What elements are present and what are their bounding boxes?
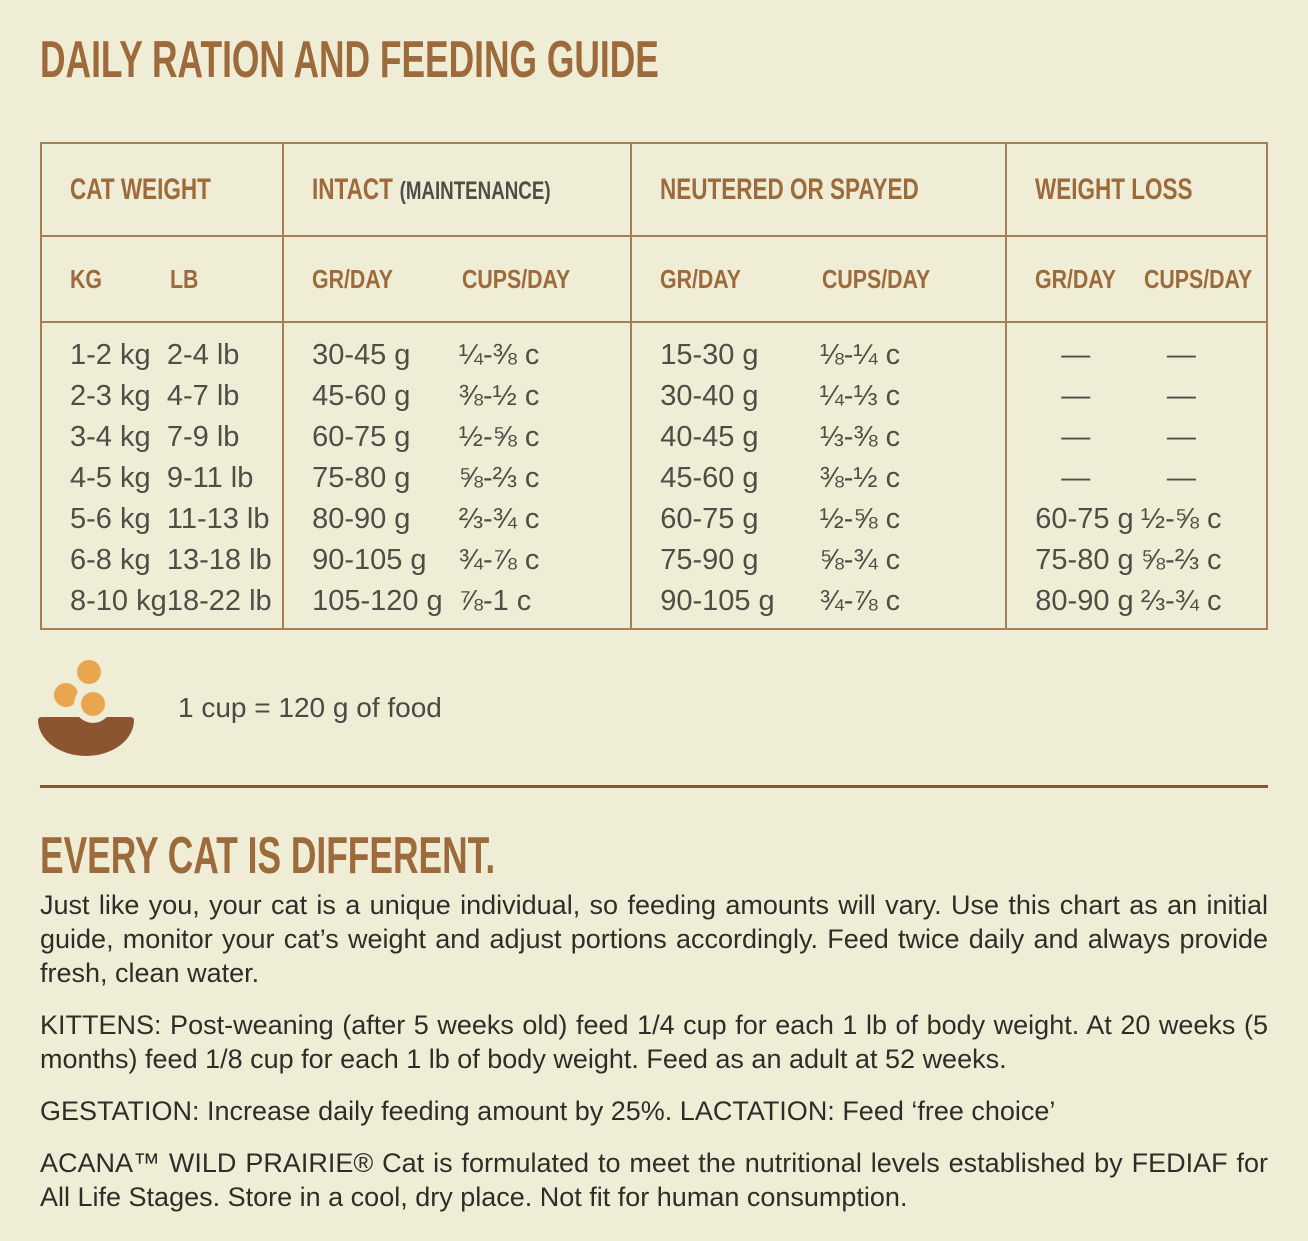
column-header-weight-loss: WEIGHT LOSS <box>1007 144 1266 237</box>
paragraph-intro: Just like you, your cat is a unique indi… <box>40 890 1268 988</box>
cell-value: ⅞-1 c <box>458 585 532 617</box>
cell-value: ½-⅝ c <box>819 503 901 535</box>
cell-value: ⅔-¾ c <box>1140 585 1222 617</box>
cell-value: 7-9 lb <box>166 421 240 453</box>
cell-value: 13-18 lb <box>166 544 272 576</box>
cell-value: 8-10 kg <box>70 585 167 617</box>
food-bowl-icon <box>38 660 134 756</box>
cell-value: 2-3 kg <box>70 380 151 412</box>
cell-value: ¾-⅞ c <box>819 585 901 617</box>
cell-value: ½-⅝ c <box>458 421 540 453</box>
cell-value: 9-11 lb <box>166 462 254 494</box>
cell-value: 75-80 g <box>312 462 411 494</box>
cell-value: 4-5 kg <box>70 462 151 494</box>
cell-value: 105-120 g <box>312 585 443 617</box>
paragraph-gestation: GESTATION: Increase daily feeding amount… <box>40 1096 1056 1126</box>
section-heading: EVERY CAT IS DIFFERENT. <box>40 827 496 885</box>
data-column-weight-loss: — — — — — — — — 60-75 g ½-⅝ c 75-80 g ⅝-⅔ c 80… <box>1007 323 1266 628</box>
column-header-intact-suffix: (MAINTENANCE) <box>399 176 551 205</box>
cell-value: — <box>1166 421 1196 453</box>
cell-value: — <box>1166 380 1196 412</box>
cell-value: ½-⅝ c <box>1140 503 1222 535</box>
cell-value: — <box>1061 380 1091 412</box>
data-column-cat-weight: 1-2 kg 2-4 lb 2-3 kg 4-7 lb 3-4 kg 7-9 lb 4… <box>42 323 285 628</box>
cell-value: 15-30 g <box>660 339 759 371</box>
data-column-neutered: 15-30 g ⅛-¼ c 30-40 g ¼-⅓ c 40-45 g ⅓-⅜ c 4… <box>632 323 1008 628</box>
cell-value: — <box>1166 462 1196 494</box>
cell-value: 45-60 g <box>312 380 411 412</box>
column-header-neutered: NEUTERED OR SPAYED <box>632 144 1008 237</box>
cell-value: ¼-⅜ c <box>458 339 540 371</box>
cell-value: — <box>1166 339 1196 371</box>
cell-value: 60-75 g <box>1035 503 1134 535</box>
cell-value: ⅝-⅔ c <box>1140 544 1222 576</box>
subheader-cat-weight: KG LB <box>42 237 285 323</box>
cell-value: 75-90 g <box>660 544 759 576</box>
cell-value: 1-2 kg <box>70 339 151 371</box>
guidance-text: Just like you, your cat is a unique indi… <box>40 888 1268 1232</box>
cell-value: 60-75 g <box>312 421 411 453</box>
section-divider <box>40 785 1268 788</box>
column-header-intact: INTACT (MAINTENANCE) <box>284 144 633 237</box>
cell-value: 3-4 kg <box>70 421 151 453</box>
cell-value: 11-13 lb <box>166 503 270 535</box>
cell-value: 90-105 g <box>312 544 427 576</box>
cell-value: ⅛-¼ c <box>819 339 901 371</box>
subheader-weight-loss: GR/DAY CUPS/DAY <box>1007 237 1266 323</box>
cell-value: 30-40 g <box>660 380 759 412</box>
cell-value: 6-8 kg <box>70 544 151 576</box>
feeding-table: CAT WEIGHT INTACT (MAINTENANCE) NEUTERED … <box>40 142 1268 630</box>
cell-value: ⅝-¾ c <box>819 544 901 576</box>
cell-value: 2-4 lb <box>166 339 240 371</box>
cell-value: 18-22 lb <box>166 585 272 617</box>
subheader-neutered: GR/DAY CUPS/DAY <box>632 237 1008 323</box>
cell-value: ⅔-¾ c <box>458 503 540 535</box>
cell-value: 60-75 g <box>660 503 759 535</box>
cell-value: ¼-⅓ c <box>819 380 901 412</box>
cell-value: 75-80 g <box>1035 544 1134 576</box>
cell-value: 45-60 g <box>660 462 759 494</box>
cell-value: ¾-⅞ c <box>458 544 540 576</box>
cup-equivalence-note: 1 cup = 120 g of food <box>178 692 442 723</box>
page-title: DAILY RATION AND FEEDING GUIDE <box>40 31 659 89</box>
data-column-intact: 30-45 g ¼-⅜ c 45-60 g ⅜-½ c 60-75 g ½-⅝ c 7… <box>284 323 633 628</box>
cell-value: 80-90 g <box>312 503 411 535</box>
cell-value: — <box>1061 421 1091 453</box>
cell-value: 80-90 g <box>1035 585 1134 617</box>
subheader-intact: GR/DAY CUPS/DAY <box>284 237 633 323</box>
cell-value: 90-105 g <box>660 585 775 617</box>
cell-value: — <box>1061 339 1091 371</box>
cell-value: ⅜-½ c <box>458 380 540 412</box>
cell-value: 4-7 lb <box>166 380 240 412</box>
cell-value: ⅝-⅔ c <box>458 462 540 494</box>
paragraph-kittens: KITTENS: Post-weaning (after 5 weeks old… <box>40 1010 1268 1074</box>
cell-value: — <box>1061 462 1091 494</box>
cell-value: ⅓-⅜ c <box>819 421 901 453</box>
cell-value: 30-45 g <box>312 339 411 371</box>
cell-value: 40-45 g <box>660 421 759 453</box>
cell-value: 5-6 kg <box>70 503 151 535</box>
column-header-cat-weight: CAT WEIGHT <box>42 144 285 237</box>
cell-value: ⅜-½ c <box>819 462 901 494</box>
paragraph-storage: ACANA™ WILD PRAIRIE® Cat is formulated t… <box>40 1148 1268 1212</box>
